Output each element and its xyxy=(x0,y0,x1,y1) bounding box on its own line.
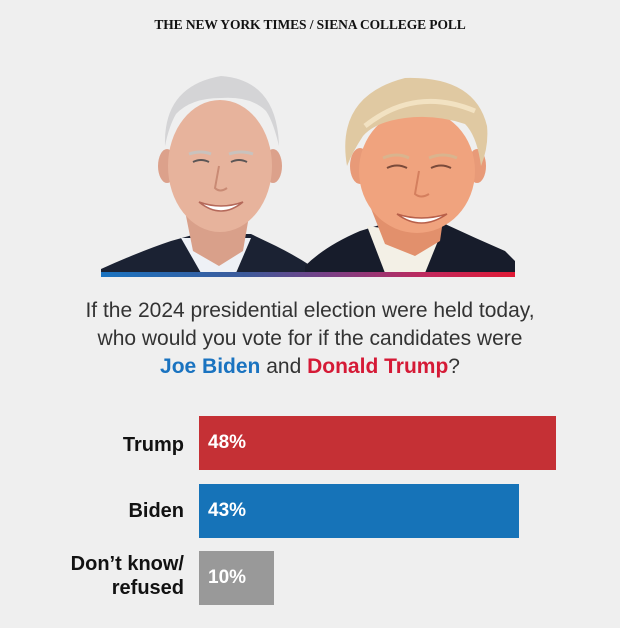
row-label-biden: Biden xyxy=(128,500,184,522)
question-connector: and xyxy=(260,355,308,378)
question-line-1: If the 2024 presidential election were h… xyxy=(85,299,535,322)
bar-value-undecided: 10% xyxy=(208,567,247,588)
candidate-photos xyxy=(101,66,515,278)
row-label-undecided-line2: refused xyxy=(111,577,184,599)
candidate-name-trump: Donald Trump xyxy=(307,355,449,378)
bar-trump: 48% xyxy=(199,416,556,470)
question-line-3: Joe Biden and Donald Trump? xyxy=(0,353,620,381)
row-label-undecided: Don’t know/ refused xyxy=(71,552,184,600)
biden-portrait xyxy=(101,66,311,273)
bar-undecided: 10% xyxy=(199,551,274,605)
row-label-undecided-line1: Don’t know/ xyxy=(70,553,184,575)
bar-biden: 43% xyxy=(199,484,519,538)
bar-value-trump: 48% xyxy=(208,432,247,453)
candidate-gradient-bar xyxy=(101,272,515,277)
question-line-2: who would you vote for if the candidates… xyxy=(97,327,523,350)
row-label-trump: Trump xyxy=(122,434,184,456)
poll-source-kicker: THE NEW YORK TIMES / SIENA COLLEGE POLL xyxy=(154,17,466,32)
trump-portrait xyxy=(305,66,515,273)
poll-question: If the 2024 presidential election were h… xyxy=(0,297,620,381)
question-end: ? xyxy=(448,355,460,378)
candidate-name-biden: Joe Biden xyxy=(160,355,261,378)
bar-value-biden: 43% xyxy=(208,500,247,521)
